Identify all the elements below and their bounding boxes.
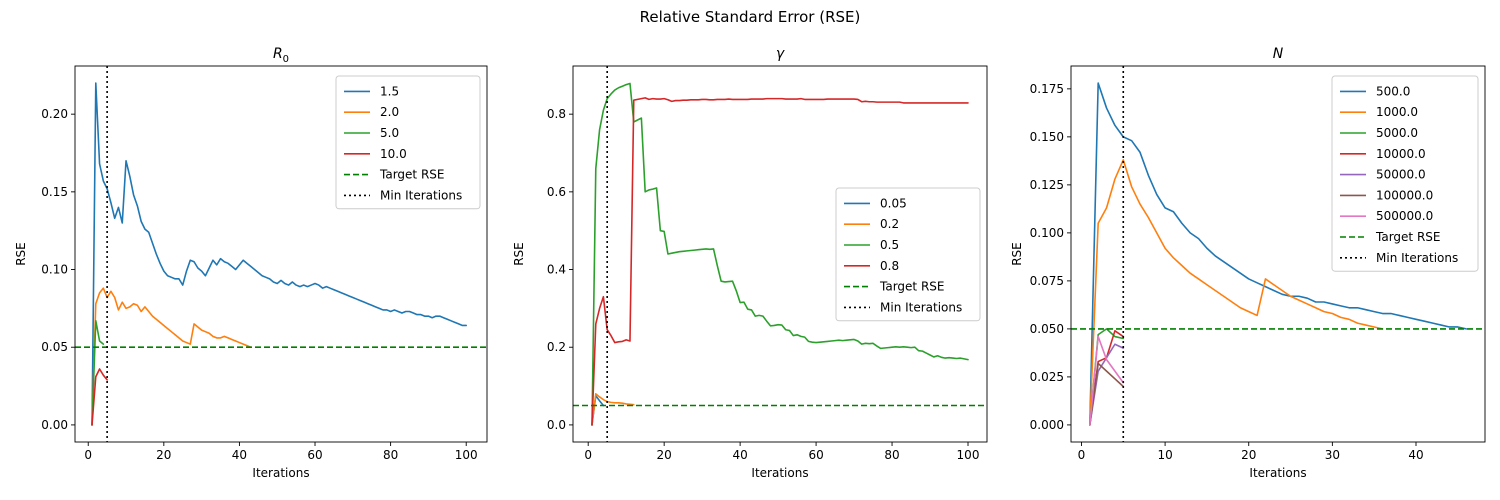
y-tick-label: 0.175 <box>1030 82 1064 96</box>
axes-frame <box>74 65 488 443</box>
y-tick-label: 0.8 <box>547 107 566 121</box>
series-line-0.8 <box>591 97 969 426</box>
series-line-500000.0 <box>1089 335 1125 426</box>
legend-label: 0.5 <box>880 238 899 252</box>
x-tick-label: 80 <box>884 448 899 462</box>
y-tick-label: 0.150 <box>1030 130 1064 144</box>
legend-label: 1.5 <box>380 84 399 98</box>
subplot-title-subscript: 0 <box>283 54 289 65</box>
subplot-1: 0 20 40 60 80 100 0.00 0.05 0.10 0.15 0.20 Iteratio… <box>14 46 488 480</box>
x-tick-label: 20 <box>657 448 672 462</box>
x-tick-label: 40 <box>732 448 747 462</box>
legend: 1.5 2.0 5.0 10.0 Target RSE Min Iterations <box>335 75 481 210</box>
legend-label: Target RSE <box>1375 230 1440 244</box>
y-tick-label: 0.15 <box>41 185 68 199</box>
legend-label: 5.0 <box>380 126 399 140</box>
subplot-title: N <box>1273 46 1284 62</box>
series-line-100000.0 <box>1089 362 1125 426</box>
x-tick-label: 60 <box>808 448 823 462</box>
y-tick-label: 0.075 <box>1030 274 1064 288</box>
y-tick-label: 0.025 <box>1030 370 1064 384</box>
x-tick-label: 30 <box>1325 448 1340 462</box>
y-tick-label: 0.125 <box>1030 178 1064 192</box>
legend-label: Min Iterations <box>880 300 962 314</box>
legend-label: Target RSE <box>379 168 444 182</box>
x-tick-label: 60 <box>307 448 322 462</box>
legend-label: 0.8 <box>880 259 899 273</box>
y-tick-label: 0.05 <box>41 340 68 354</box>
legend-label: 2.0 <box>380 105 399 119</box>
series-line-1.5 <box>91 82 468 426</box>
legend-label: 10.0 <box>380 147 407 161</box>
legend-label: Min Iterations <box>380 188 462 202</box>
y-axis-label: RSE <box>512 242 526 266</box>
y-axis-label: RSE <box>14 242 28 266</box>
legend-label: 500.0 <box>1376 84 1410 98</box>
series-line-500.0 <box>1089 82 1467 426</box>
legend: 500.0 1000.0 5000.0 10000.0 50000.0 100000.0 5… <box>1331 75 1479 272</box>
y-tick-label: 0.2 <box>547 340 566 354</box>
y-tick-label: 0.000 <box>1030 418 1064 432</box>
legend-label: 5000.0 <box>1376 126 1418 140</box>
y-tick-label: 0.4 <box>547 263 566 277</box>
legend-label: 500000.0 <box>1376 209 1433 223</box>
y-tick-label: 0.20 <box>41 107 68 121</box>
legend-frame <box>1331 75 1479 272</box>
legend-label: 0.05 <box>880 196 907 210</box>
y-tick-label: 0.6 <box>547 185 566 199</box>
y-tick-label: 0.00 <box>41 418 68 432</box>
series-line-5.0 <box>91 320 105 426</box>
legend-label: Min Iterations <box>1376 251 1458 265</box>
x-tick-label: 100 <box>455 448 478 462</box>
subplot-2: 0 20 40 60 80 100 0.0 0.2 0.4 0.6 0.8 Iterations RSE… <box>512 46 988 480</box>
x-tick-label: 40 <box>1408 448 1423 462</box>
legend-frame <box>835 187 981 322</box>
y-tick-label: 0.10 <box>41 263 68 277</box>
series-line-1000.0 <box>1089 159 1384 426</box>
legend-label: 0.2 <box>880 217 899 231</box>
x-tick-label: 0 <box>1078 448 1086 462</box>
legend-label: 50000.0 <box>1376 168 1426 182</box>
x-tick-label: 80 <box>383 448 398 462</box>
x-tick-label: 100 <box>957 448 980 462</box>
subplot-title: γ <box>776 46 785 62</box>
x-axis-label: Iterations <box>751 466 808 480</box>
legend-label: 10000.0 <box>1376 147 1426 161</box>
plot-area <box>1071 66 1485 442</box>
legend-label: Target RSE <box>879 280 944 294</box>
plot-area <box>75 66 487 442</box>
y-tick-label: 0.050 <box>1030 322 1064 336</box>
axes-frame <box>1070 65 1486 443</box>
figure-suptitle: Relative Standard Error (RSE) <box>640 8 861 26</box>
x-tick-label: 20 <box>156 448 171 462</box>
legend-frame <box>335 75 481 210</box>
legend-label: 1000.0 <box>1376 105 1418 119</box>
x-tick-label: 20 <box>1241 448 1256 462</box>
legend: 0.05 0.2 0.5 0.8 Target RSE Min Iterations <box>835 187 981 322</box>
y-tick-label: 0.0 <box>547 418 566 432</box>
series-line-10.0 <box>91 368 108 426</box>
plot-area <box>573 66 987 442</box>
series-line-2.0 <box>91 287 252 426</box>
series-line-0.5 <box>591 82 969 426</box>
series-line-0.2 <box>591 393 635 426</box>
y-tick-label: 0.100 <box>1030 226 1064 240</box>
subplot-3: 0 10 20 30 40 0.000 0.025 0.050 0.075 0.100 0.125 0… <box>1010 46 1486 480</box>
x-axis-label: Iterations <box>1249 466 1306 480</box>
y-axis-label: RSE <box>1010 242 1024 266</box>
x-tick-label: 40 <box>232 448 247 462</box>
x-tick-label: 0 <box>584 448 592 462</box>
x-axis-label: Iterations <box>252 466 309 480</box>
x-tick-label: 0 <box>84 448 92 462</box>
axes-frame <box>572 65 988 443</box>
x-tick-label: 10 <box>1157 448 1172 462</box>
legend-label: 100000.0 <box>1376 188 1433 202</box>
